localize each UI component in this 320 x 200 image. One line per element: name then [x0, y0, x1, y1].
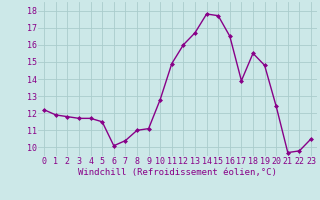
X-axis label: Windchill (Refroidissement éolien,°C): Windchill (Refroidissement éolien,°C): [78, 168, 277, 177]
